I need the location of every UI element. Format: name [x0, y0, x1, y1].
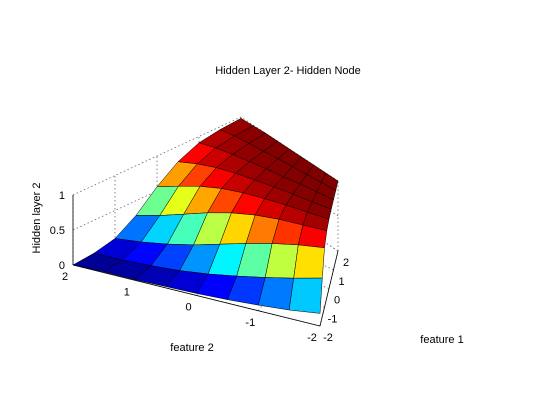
x-tick-label: -1 — [328, 313, 338, 325]
x-tick-label: -2 — [323, 332, 333, 344]
y-tick-label: 2 — [62, 271, 68, 283]
z-axis-label: Hidden layer 2 — [31, 183, 43, 254]
y-axis-line — [72, 264, 321, 327]
y-tick-label: -1 — [245, 317, 255, 329]
x-axis-line — [319, 250, 339, 327]
y-tick-label: 0 — [185, 302, 191, 314]
axes-box — [72, 195, 339, 327]
wall-grid-line — [240, 116, 339, 182]
z-tick-label: 1 — [59, 190, 65, 202]
surface-mesh — [72, 118, 339, 314]
z-tick-label: 0.5 — [50, 225, 65, 237]
x-tick-label: 0 — [334, 295, 340, 307]
z-tick-label: 0 — [59, 260, 65, 272]
surface-patch — [293, 244, 325, 279]
y-tick-label: -2 — [307, 332, 317, 344]
x-axis-label: feature 1 — [420, 334, 463, 346]
x-tick-label: 1 — [338, 276, 344, 288]
chart-title: Hidden Layer 2- Hidden Node — [215, 65, 361, 77]
surface-patch — [288, 277, 323, 314]
y-axis-label: feature 2 — [170, 342, 213, 354]
wall-grid-line — [72, 116, 242, 196]
x-tick-label: 2 — [343, 257, 349, 269]
y-tick-label: 1 — [124, 286, 130, 298]
